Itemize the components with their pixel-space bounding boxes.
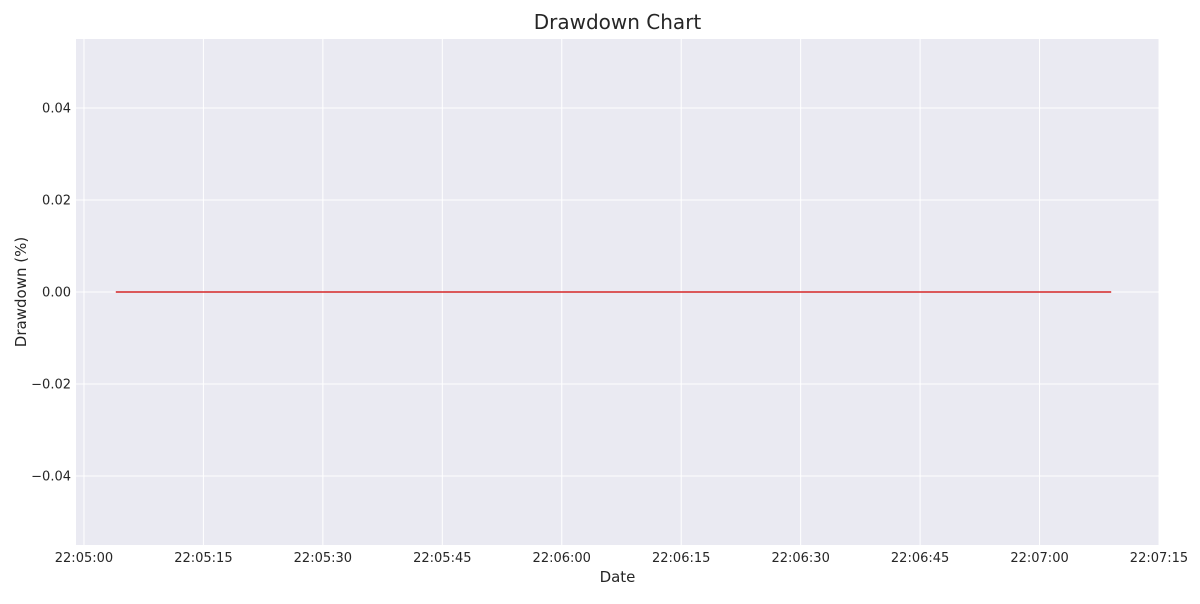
x-tick-label: 22:06:30 bbox=[771, 551, 829, 566]
x-tick-label: 22:07:00 bbox=[1010, 551, 1068, 566]
x-axis-label: Date bbox=[600, 568, 636, 586]
x-tick-label: 22:05:00 bbox=[55, 551, 113, 566]
x-tick-label: 22:05:15 bbox=[174, 551, 232, 566]
x-axis-ticks: 22:05:00 22:05:15 22:05:30 22:05:45 22:06:00… bbox=[55, 551, 1188, 566]
x-tick-label: 22:06:00 bbox=[533, 551, 591, 566]
x-tick-label: 22:05:45 bbox=[413, 551, 471, 566]
y-tick-label: 0.02 bbox=[42, 194, 71, 209]
x-tick-label: 22:06:45 bbox=[891, 551, 949, 566]
y-tick-label: 0.00 bbox=[42, 286, 71, 301]
x-tick-label: 22:07:15 bbox=[1130, 551, 1188, 566]
y-axis-ticks: −0.04 −0.02 0.00 0.02 0.04 bbox=[31, 102, 71, 485]
y-tick-label: −0.02 bbox=[31, 378, 71, 393]
x-tick-label: 22:06:15 bbox=[652, 551, 710, 566]
y-tick-label: 0.04 bbox=[42, 102, 71, 117]
y-tick-label: −0.04 bbox=[31, 470, 71, 485]
x-tick-label: 22:05:30 bbox=[294, 551, 352, 566]
grid-lines bbox=[76, 39, 1160, 545]
chart-title: Drawdown Chart bbox=[534, 10, 702, 34]
y-axis-label: Drawdown (%) bbox=[12, 237, 30, 347]
